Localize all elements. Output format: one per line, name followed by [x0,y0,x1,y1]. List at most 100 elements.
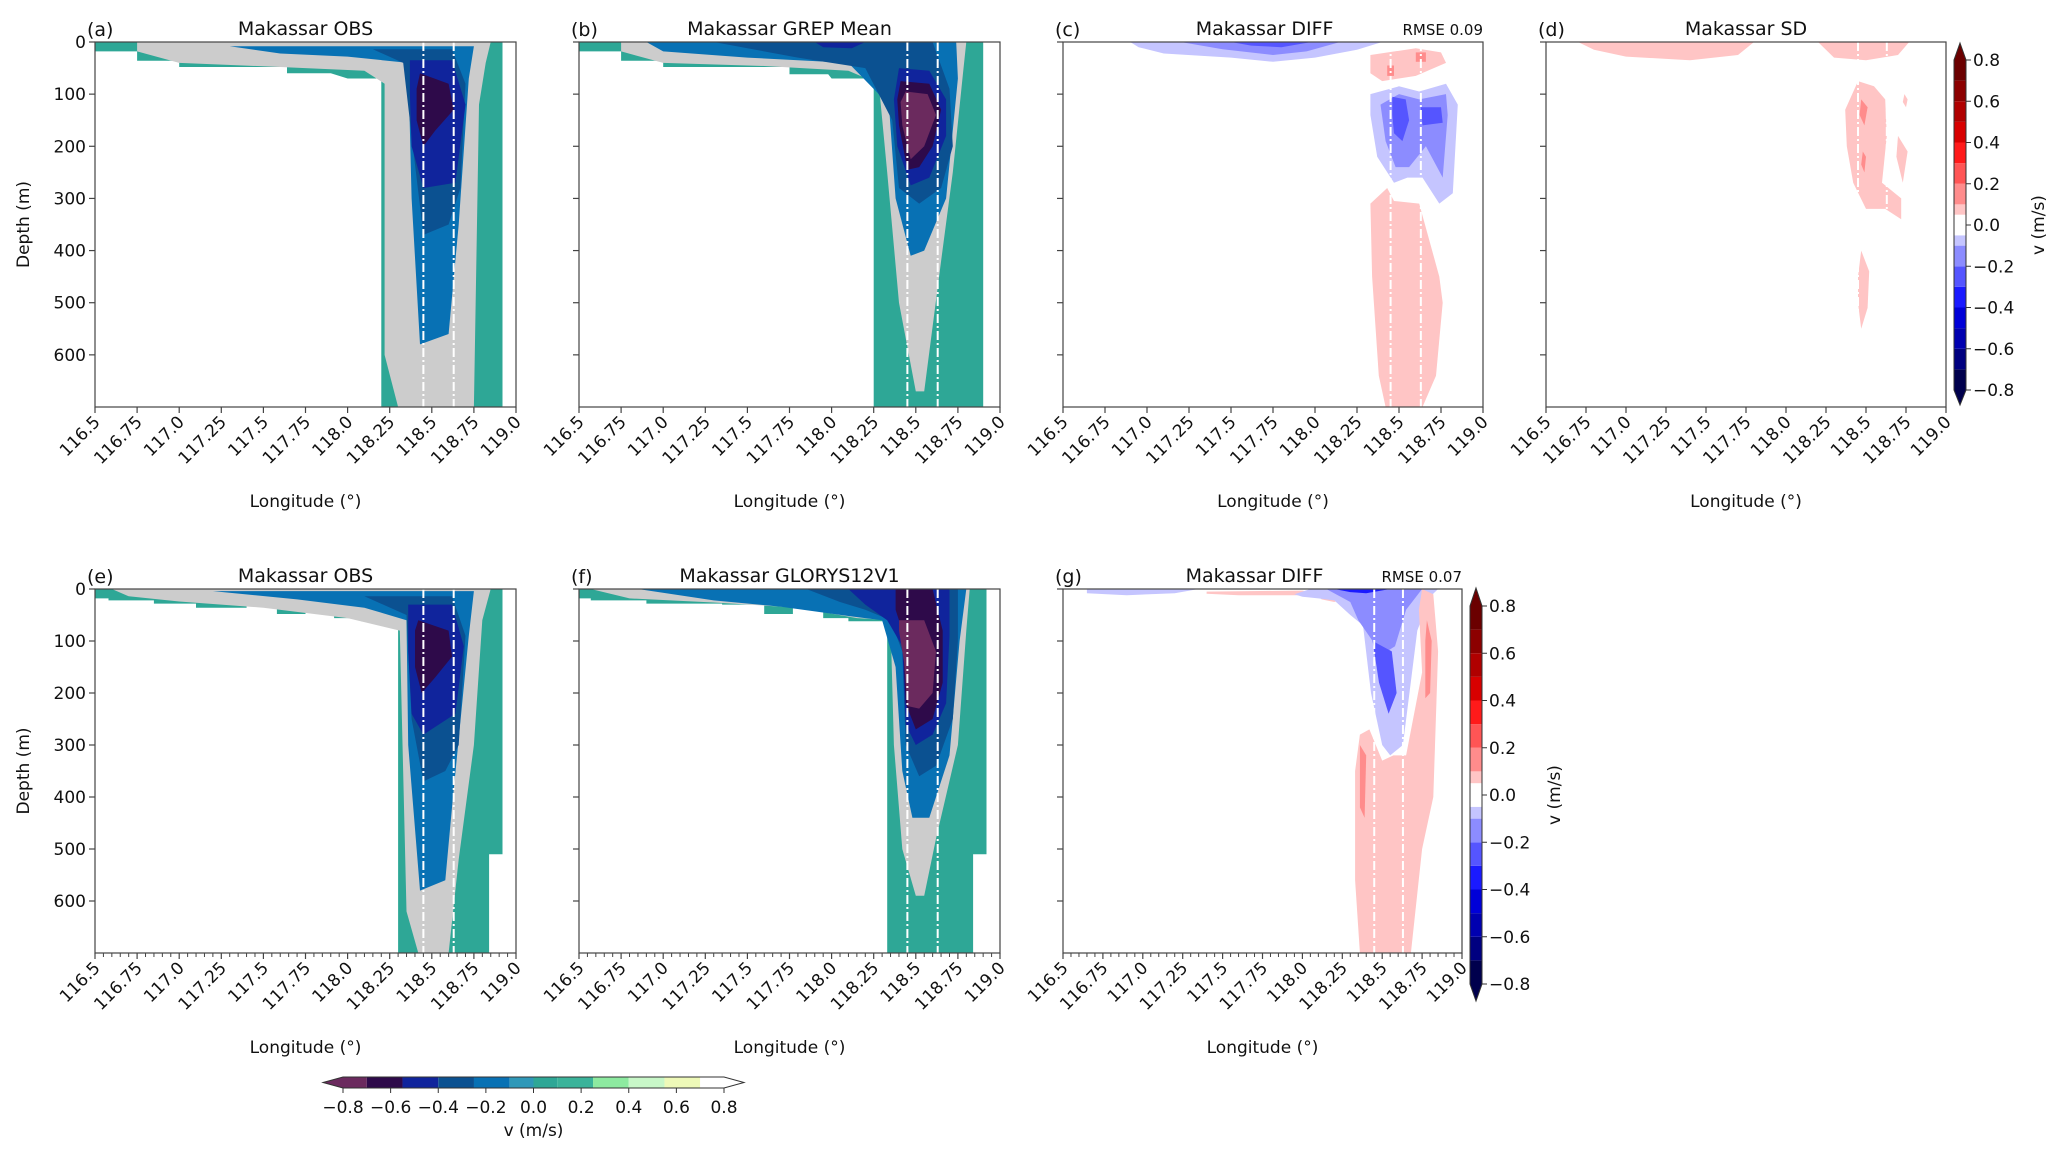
contour-region [1861,151,1866,173]
colorbar-tick-label: 0.2 [1489,739,1516,759]
x-tick-label: 117.75 [259,412,315,468]
panel-tag: (c) [1055,19,1080,41]
panel-e: 116.5116.75117.0117.25117.5117.75118.011… [14,565,526,1058]
colorbar-label: v (m/s) [504,1121,564,1141]
colorbar-tick-label: 0.2 [1973,175,2000,195]
x-tick-label: 116.75 [574,958,630,1014]
y-tick-label: 300 [54,189,86,209]
colorbar-label: v (m/s) [1545,765,1565,825]
colorbar-tick-label: −0.8 [322,1098,363,1118]
colorbar-segment [1954,286,1966,308]
x-tick-label: 117.25 [659,412,715,468]
colorbar-extend-min [1470,984,1482,1001]
colorbar-segment [1470,629,1482,654]
contour-region [1858,250,1870,329]
colorbar-segment [1470,960,1482,984]
x-tick-label: 116.75 [574,412,630,468]
colorbar-label: v (m/s) [2029,195,2049,255]
panel-tag: (e) [87,566,114,588]
contour-region [579,42,984,407]
x-tick-label: 119.0 [961,412,1010,461]
panel-title: Makassar DIFF [1196,18,1334,40]
colorbar-segment [1470,724,1482,748]
y-tick-label: 0 [75,580,86,600]
y-tick-label: 200 [54,684,86,704]
y-tick-label: 500 [54,294,86,314]
panel-tag: (d) [1538,19,1565,41]
colorbar-extend-min [1954,390,1966,405]
x-axis-label: Longitude (°) [734,492,846,512]
colorbar-tick-label: 0.6 [1489,644,1516,664]
x-tick-label: 118.75 [427,412,483,468]
y-tick-label: 600 [54,346,86,366]
x-tick-label: 119.0 [1444,412,1493,461]
colorbar-segment [1470,842,1482,866]
contour-fill-group [579,42,984,407]
panel-f: 116.5116.75117.0117.25117.5117.75118.011… [540,565,1010,1058]
contour-fill-group [95,42,503,407]
contour-region [1086,589,1199,596]
colorbar-tick-label: 0.6 [663,1098,690,1118]
x-tick-label: 118.25 [343,958,399,1014]
colorbar-segment [402,1077,439,1088]
colorbar-tick-label: −0.8 [1489,975,1530,995]
x-axis-label: Longitude (°) [1207,1038,1319,1058]
panel-title: Makassar OBS [238,565,373,587]
colorbar-segment [1470,806,1482,819]
colorbar-tick-label: 0.4 [1489,692,1516,712]
contour-region [1372,641,1397,714]
colorbar-g: −0.8 −0.6 −0.4 −0.2 0.0 0.2 0.4 0.6 0.8 v (m/s) [1469,586,1565,1003]
colorbar-segment [1470,889,1482,914]
contour-region [1578,42,1754,61]
y-tick-label: 500 [54,840,86,860]
colorbar-segment [1954,245,1966,267]
contour-region [1359,745,1367,818]
contour-region [814,42,866,49]
x-tick-label: 117.25 [175,958,231,1014]
y-tick-label: 100 [54,85,86,105]
panel-c: 116.5116.75117.0117.25117.5117.75118.011… [1024,18,1493,512]
colorbar-segment [1470,606,1482,630]
colorbar-segment [509,1077,534,1088]
colorbar-segment [1954,183,1966,205]
y-tick-label: 200 [54,137,86,157]
x-tick-label: 118.25 [827,412,883,468]
contour-region [1326,589,1423,652]
colorbar-tick-label: −0.4 [1489,881,1530,901]
colorbar-tick-label: −0.8 [1973,381,2014,401]
colorbar-segment [1470,700,1482,725]
colorbar-tick-label: 0.0 [520,1098,547,1118]
colorbar-segment [366,1077,403,1088]
colorbar-segment [1954,348,1966,370]
x-tick-label: 117.25 [659,958,715,1014]
x-tick-label: 118.75 [427,958,483,1014]
colorbar-segment [1470,747,1482,772]
colorbar-segment [1954,214,1966,236]
colorbar-horizontal: −0.8 −0.6 −0.4 −0.2 0.0 0.2 0.4 0.6 0.8 v (m/s) [321,1076,746,1141]
y-tick-label: 400 [54,788,86,808]
colorbar-extend-min [323,1077,343,1088]
contour-region [1180,42,1341,55]
panel-title: Makassar DIFF [1186,565,1324,587]
colorbar-tick-label: 0.0 [1973,216,2000,236]
contour-region [1370,188,1443,407]
colorbar-segment [1954,328,1966,349]
panel-tag: (b) [571,19,598,41]
colorbar-segment [700,1077,724,1088]
colorbar-segment [1954,101,1966,122]
colorbar-tick-label: −0.2 [1489,833,1530,853]
x-tick-label: 118.25 [343,412,399,468]
y-axis-label: Depth (m) [14,727,34,814]
contour-region [900,91,936,160]
rmse-annotation: RMSE 0.09 [1402,21,1483,39]
colorbar-segment [664,1077,701,1088]
x-tick-label: 118.75 [911,412,967,468]
colorbar-extend-max [724,1077,744,1088]
colorbar-segment [1470,783,1482,807]
contour-region [416,73,454,147]
x-tick-label: 119.0 [1907,412,1956,461]
x-axis-label: Longitude (°) [250,1038,362,1058]
y-axis-label: Depth (m) [14,181,34,268]
contour-region [1387,65,1394,76]
